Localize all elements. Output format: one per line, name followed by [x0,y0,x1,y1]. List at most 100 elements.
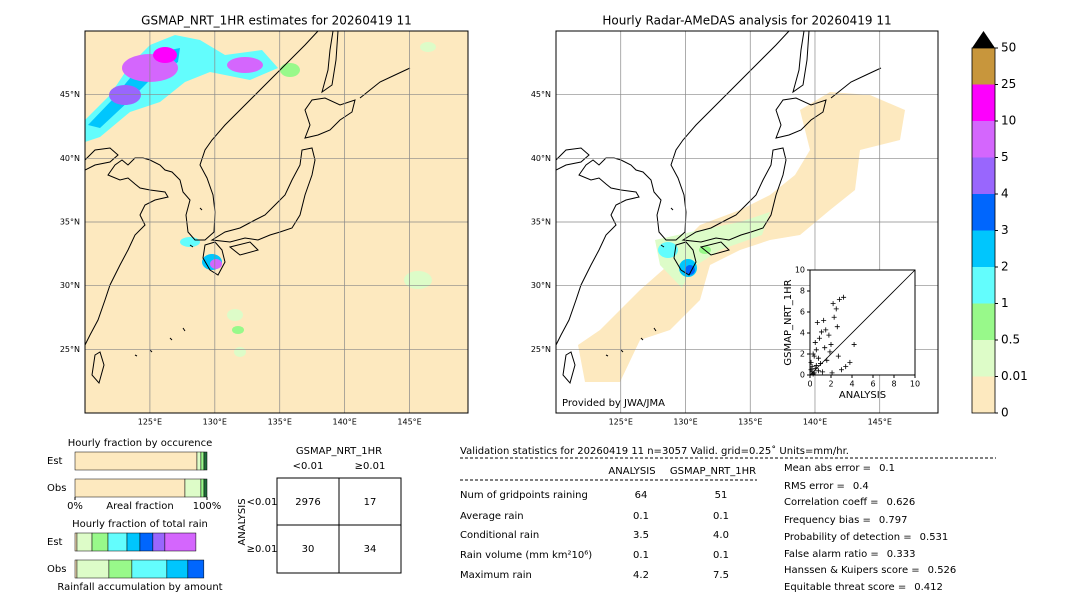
colorbar-segment [972,121,995,158]
x-tick-label: 2 [828,380,833,389]
scatter-point [809,364,815,370]
scatter-point [811,353,817,359]
map-annotation: Provided by JWA/JMA [562,398,665,409]
table-cell: 30 [302,544,315,555]
colorbar-segment [972,267,995,304]
scatter-point [810,371,816,377]
colorbar-label: 50 [1001,41,1016,55]
table-cell: 34 [364,544,377,555]
score-label: Mean abs error = [784,463,871,474]
y-tick-label: 45°N [60,90,80,99]
x-tick-label: 130°E [673,418,697,427]
colorbar-label: 10 [1001,114,1016,128]
y-tick-label: 10 [795,266,805,275]
scatter-point [821,317,827,323]
bar-segment [203,478,208,498]
scatter-point [816,335,822,341]
scatter-point [815,368,821,374]
colorbar-label: 0 [1001,406,1009,420]
map-right [556,31,938,413]
fraction-chart: Hourly fraction by occurence Areal fracti… [47,438,221,512]
y-tick-label: 2 [800,350,805,359]
stat-label: Average rain [460,511,524,522]
table-title: GSMAP_NRT_1HR [296,446,382,457]
category-label: Est [47,456,63,467]
scatter-point [827,349,833,355]
bar-segment [166,559,189,579]
stat-value: 0.1 [633,511,649,522]
scatter-point [834,324,840,330]
map-grid [85,31,468,413]
score-label: False alarm ratio = [784,549,879,560]
scatter-point [822,345,828,351]
x-tick-label: 125°E [138,418,162,427]
precip-field [85,35,436,357]
x-axis-label: Rainfall accumulation by amount [57,582,222,593]
y-tick-label: 35°N [531,218,551,227]
score-label: Correlation coeff = [784,497,879,508]
y-tick-label: 4 [800,329,805,338]
score-value: 0.4 [853,481,869,492]
scatter-point [823,327,829,333]
x-tick-label: 8 [891,380,896,389]
bar-segment [139,532,154,552]
score-label: RMS error = [784,481,845,492]
score-value: 0.626 [887,497,916,508]
bar-segment [152,532,166,552]
scatter-point [824,357,830,363]
stat-value: 3.5 [633,530,649,541]
map-title: GSMAP_NRT_1HR estimates for 20260419 11 [141,14,412,28]
stat-label: Maximum rain [460,570,532,581]
x-tick-label: 0 [807,380,812,389]
colorbar-label: 5 [1001,150,1009,164]
colorbar-label: 2 [1001,260,1009,274]
scatter-point [808,359,814,365]
y-tick-label: 0 [800,371,805,380]
score-value: 0.1 [879,463,895,474]
colorbar-segment [972,48,995,85]
bar-segment [126,532,141,552]
scatter-point [841,294,847,300]
score-value: 0.526 [928,565,957,576]
stats-title: Validation statistics for 20260419 11 n=… [460,445,849,457]
y-axis-label: GSMAP_NRT_1HR [783,279,794,365]
score-value: 0.797 [879,515,908,526]
stat-label: Conditional rain [460,530,539,541]
stat-value: 4.2 [633,570,649,581]
scatter-point [843,364,849,370]
x-axis-label: Areal fraction [106,501,173,512]
x-tick-label: 145°E [397,418,421,427]
bar-segment [196,451,202,471]
y-tick-label: 8 [800,287,805,296]
bar-segment [203,451,208,471]
y-tick-label: 40°N [531,154,551,163]
y-tick-label: 25°N [531,345,551,354]
x-axis-label: ANALYSIS [839,390,886,401]
scatter-point [826,332,832,338]
y-tick-label: 35°N [60,218,80,227]
y-tick-label: 30°N [531,281,551,290]
scatter-point [820,369,826,375]
bar-segment [74,532,78,552]
row-title: ANALYSIS [237,498,248,545]
colorbar: 0 0.01 0.5 1 2 3 4 5 10 25 50 [971,31,1028,420]
score-label: Probability of detection = [784,532,912,543]
scatter-point [812,339,818,345]
y-tick-label: 40°N [60,154,80,163]
row-header: <0.01 [247,497,278,508]
bar-segment [76,532,93,552]
map-title: Hourly Radar-AMeDAS analysis for 2026041… [602,14,891,28]
bar-segment [200,478,205,498]
column-header: <0.01 [293,461,324,472]
score-value: 0.412 [914,582,943,593]
x-tick-label: 100% [193,501,222,512]
bar-segment [74,451,198,471]
colorbar-segment [972,340,995,377]
bar-segment [131,559,168,579]
bar-segment [184,478,202,498]
row-header: ≥0.01 [247,544,278,555]
table-cell: 17 [364,497,377,508]
x-tick-label: 4 [849,380,854,389]
chart-title: Hourly fraction of total rain [72,519,208,530]
